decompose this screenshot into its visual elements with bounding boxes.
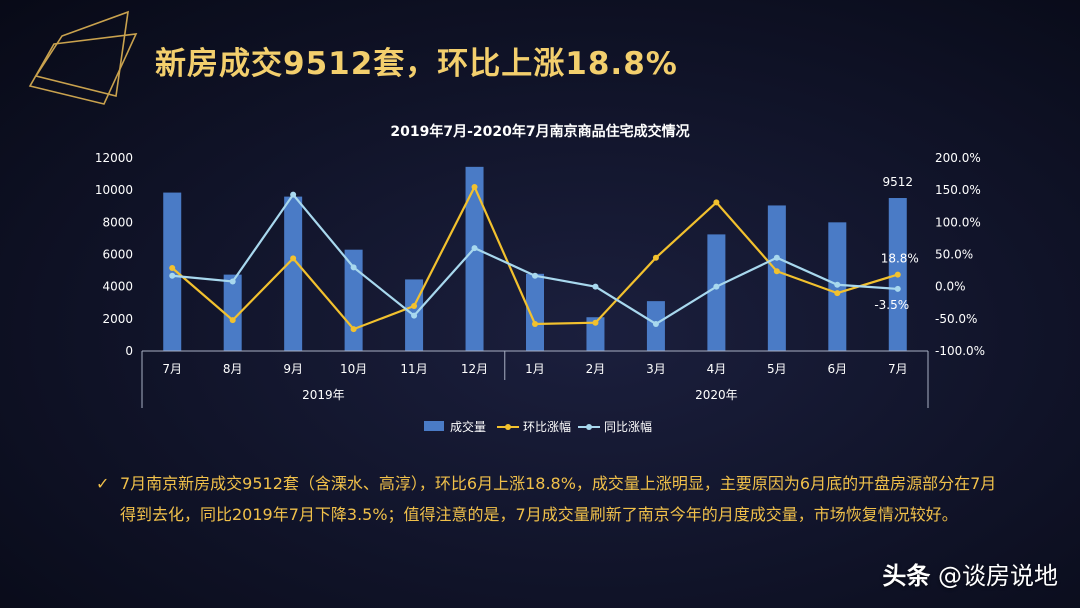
y-right-tick-label: 200.0% [935, 151, 981, 165]
point-mom [592, 319, 599, 326]
y-right-tick-label: 50.0% [935, 248, 973, 262]
legend-marker-mom [505, 424, 511, 430]
point-yoy [471, 245, 478, 252]
y-right-tick-label: -50.0% [935, 312, 977, 326]
point-yoy [773, 254, 780, 261]
y-left-tick-label: 2000 [102, 312, 133, 326]
legend-label-yoy: 同比涨幅 [604, 419, 652, 434]
x-tick-label: 9月 [283, 362, 303, 376]
point-mom [894, 271, 901, 278]
point-mom [773, 268, 780, 275]
x-tick-label: 2月 [586, 362, 606, 376]
summary-text: 7月南京新房成交9512套（含溧水、高淳），环比6月上涨18.8%，成交量上涨明… [120, 474, 997, 524]
legend-label-mom: 环比涨幅 [523, 419, 571, 434]
chart: 2019年7月-2020年7月南京商品住宅成交情况 0 2000 4000 6000 80… [95, 123, 985, 434]
data-label-volume: 9512 [882, 175, 913, 189]
gold-frame-logo [28, 10, 138, 105]
point-mom [169, 265, 176, 272]
summary-note: ✓ 7月南京新房成交9512套（含溧水、高淳），环比6月上涨18.8%，成交量上… [96, 468, 1006, 530]
y-left-tick-label: 8000 [102, 215, 133, 229]
point-yoy [169, 272, 176, 279]
y-left-tick-label: 6000 [102, 248, 133, 262]
year-group-label: 2020年 [695, 388, 738, 402]
y-right-tick-label: 150.0% [935, 183, 981, 197]
x-tick-label: 5月 [767, 362, 787, 376]
page-title: 新房成交9512套，环比上涨18.8% [155, 46, 678, 82]
watermark: 头条 @谈房说地 [882, 556, 1058, 591]
point-mom [652, 254, 659, 261]
y-right-tick-label: 0.0% [935, 280, 966, 294]
point-yoy [411, 312, 418, 319]
bar-12月 [465, 166, 484, 351]
y-right-tick-label: -100.0% [935, 344, 985, 358]
bar-7月 [163, 192, 182, 351]
y-right-tick-label: 100.0% [935, 215, 981, 229]
x-tick-label: 7月 [162, 362, 182, 376]
point-yoy [592, 283, 599, 290]
bar-1月 [526, 273, 544, 351]
bar-4月 [707, 234, 726, 351]
x-tick-label: 7月 [888, 362, 908, 376]
point-yoy [229, 278, 236, 285]
y-left-tick-label: 0 [125, 344, 133, 358]
point-yoy [713, 283, 720, 290]
point-mom [411, 302, 418, 309]
y-left-tick-label: 12000 [95, 151, 133, 165]
watermark-handle: @谈房说地 [938, 562, 1058, 590]
point-mom [229, 317, 236, 324]
x-tick-label: 1月 [525, 362, 545, 376]
legend-swatch-volume [424, 421, 444, 431]
x-tick-label: 6月 [827, 362, 847, 376]
check-icon: ✓ [96, 474, 110, 493]
bar-9月 [284, 196, 303, 351]
point-yoy [652, 320, 659, 327]
legend-label-volume: 成交量 [450, 419, 486, 434]
point-yoy [290, 191, 297, 198]
year-group-label: 2019年 [302, 388, 345, 402]
data-label-yoy: -3.5% [874, 298, 909, 312]
point-mom [532, 320, 538, 327]
y-left-tick-label: 4000 [102, 280, 133, 294]
point-yoy [834, 281, 841, 288]
point-yoy [894, 285, 901, 292]
point-mom [290, 255, 297, 262]
watermark-prefix: 头条 [882, 562, 931, 590]
bar-5月 [767, 205, 786, 351]
point-yoy [350, 264, 357, 271]
chart-title: 2019年7月-2020年7月南京商品住宅成交情况 [390, 123, 689, 140]
bar-2月 [586, 317, 605, 351]
x-tick-label: 3月 [646, 362, 666, 376]
data-label-mom: 18.8% [881, 252, 919, 266]
x-tick-label: 11月 [400, 362, 427, 376]
bar-10月 [344, 249, 363, 351]
bar-8月 [223, 274, 242, 351]
x-tick-label: 8月 [223, 362, 243, 376]
x-tick-label: 12月 [461, 362, 488, 376]
x-tick-label: 4月 [707, 362, 727, 376]
point-mom [834, 290, 841, 297]
x-tick-label: 10月 [340, 362, 367, 376]
point-yoy [532, 272, 538, 279]
y-left-tick-label: 10000 [95, 183, 133, 197]
point-mom [350, 326, 357, 333]
point-mom [471, 183, 478, 190]
point-mom [713, 199, 720, 206]
legend-marker-yoy [586, 424, 592, 430]
